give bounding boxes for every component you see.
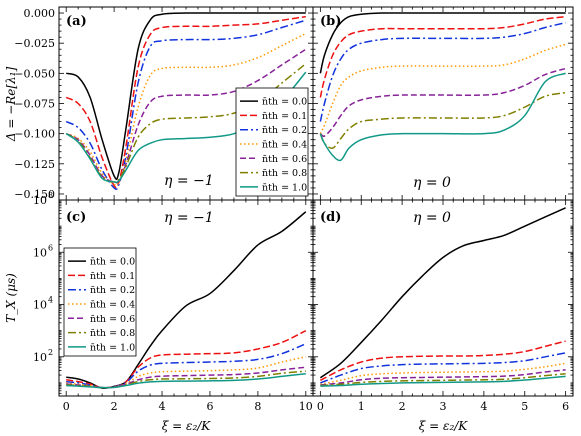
legend-frame <box>235 87 309 197</box>
legend-entry: n̄th = 0.8 <box>262 168 307 179</box>
panel-c-annotation: η = −1 <box>164 210 214 226</box>
y-tick-label: −0.100 <box>14 128 55 141</box>
x-tick-label: 0 <box>63 400 70 413</box>
x-tick-label: 8 <box>254 400 261 413</box>
legend-entry: n̄th = 0.6 <box>262 154 307 165</box>
legend-entry: n̄th = 0.2 <box>90 285 135 296</box>
series-line-n02 <box>320 352 566 384</box>
legend-entry: n̄th = 0.2 <box>262 125 307 136</box>
series-line-n02 <box>319 21 566 122</box>
series-line-n10 <box>66 373 306 389</box>
panel-d-xlabel: ξ = ε₂/K <box>419 419 469 433</box>
x-tick-label: 2 <box>399 400 406 413</box>
panel-d-annotation: η = 0 <box>413 210 451 226</box>
panel-d-plot: 0 1 2 3 4 5 6 <box>313 199 573 413</box>
series-line-n08 <box>320 373 566 387</box>
series-line-n08 <box>319 91 566 149</box>
series-line-n0 <box>319 207 566 379</box>
y-tick-exponent: 8 <box>48 191 53 200</box>
series-line-n06 <box>319 67 566 138</box>
panel-a-ylabel: Δ = −Re[λ₁] <box>4 67 18 143</box>
series-line-n0 <box>66 211 307 390</box>
x-tick-label: 10 <box>299 400 313 413</box>
legend-entry: n̄th = 0.4 <box>262 140 307 151</box>
series-line-n06 <box>320 369 566 386</box>
y-tick-exponent: 2 <box>48 348 53 357</box>
series-line-n0 <box>65 12 306 180</box>
series-line-n04 <box>66 356 306 389</box>
panel-b-label: (b) <box>320 14 341 29</box>
y-tick-label: −0.050 <box>14 67 55 80</box>
series-line-n01 <box>319 15 566 98</box>
legend-entry: n̄th = 1.0 <box>262 182 307 193</box>
series-line-n04 <box>319 43 566 134</box>
legend-entry: n̄th = 0.4 <box>90 300 135 311</box>
panel-c-xlabel: ξ = ε₂/K <box>162 419 212 433</box>
series-line-n08 <box>65 63 307 183</box>
y-tick-exponent: 4 <box>48 296 53 305</box>
panel-c-ylabel: T_X (μs) <box>4 273 18 323</box>
y-tick-label: 10 <box>33 194 47 207</box>
legend-entry: n̄th = 0.1 <box>90 271 135 282</box>
series-line-n0 <box>319 12 566 74</box>
legend-entry: n̄th = 1.0 <box>90 342 135 353</box>
y-tick-label: −0.150 <box>14 188 55 201</box>
series-line-n01 <box>65 15 306 189</box>
x-tick-label: 6 <box>206 400 213 413</box>
legend-panel-c: n̄th = 0.0 n̄th = 0.1 n̄th = 0.2 n̄th = 0.4… <box>63 247 137 357</box>
series-line-n08 <box>66 370 306 389</box>
y-tick-label: 10 <box>33 246 47 259</box>
x-tick-label: 6 <box>562 400 569 413</box>
series-line-n01 <box>66 329 307 389</box>
panel-a-label: (a) <box>66 14 87 29</box>
panel-d-frame <box>312 199 574 397</box>
y-tick-label: 10 <box>33 299 47 312</box>
x-tick-label: 0 <box>317 400 324 413</box>
series-line-n01 <box>320 340 566 381</box>
series-line-n06 <box>65 48 307 184</box>
legend-entry: n̄th = 0.0 <box>90 257 135 268</box>
y-tick-label: −0.125 <box>14 158 55 171</box>
x-tick-label: 4 <box>159 400 166 413</box>
panel-b-plot <box>313 7 573 200</box>
legend-entry: n̄th = 0.6 <box>90 314 135 325</box>
x-tick-label: 1 <box>358 400 365 413</box>
series-line-n10 <box>320 375 566 387</box>
y-tick-label: 0.000 <box>24 7 56 20</box>
panel-c-label: (c) <box>66 210 86 225</box>
panel-b-annotation: η = 0 <box>413 175 451 191</box>
x-tick-label: 3 <box>440 400 447 413</box>
legend-panel-a: n̄th = 0.0 n̄th = 0.1 n̄th = 0.2 n̄th = 0.4… <box>235 87 309 197</box>
legend-frame <box>63 247 137 357</box>
series-line-n02 <box>65 19 307 191</box>
y-tick-label: 10 <box>33 351 47 364</box>
legend-entry: n̄th = 0.1 <box>262 111 307 122</box>
x-tick-label: 5 <box>521 400 528 413</box>
panel-d-label: (d) <box>320 210 341 225</box>
legend-entry: n̄th = 0.0 <box>262 97 307 108</box>
x-tick-label: 2 <box>111 400 118 413</box>
y-tick-label: −0.025 <box>14 37 55 50</box>
panel-a-annotation: η = −1 <box>164 173 214 189</box>
y-tick-exponent: 6 <box>48 243 53 252</box>
panel-a-plot: 0.000 −0.025 −0.050 −0.075 −0.100 −0.125 −0.15… <box>14 7 313 201</box>
x-tick-label: 4 <box>480 400 487 413</box>
series-line-n04 <box>65 32 307 186</box>
y-tick-label: −0.075 <box>14 98 55 111</box>
legend-entry: n̄th = 0.8 <box>90 328 135 339</box>
series-line-n10 <box>319 72 566 162</box>
